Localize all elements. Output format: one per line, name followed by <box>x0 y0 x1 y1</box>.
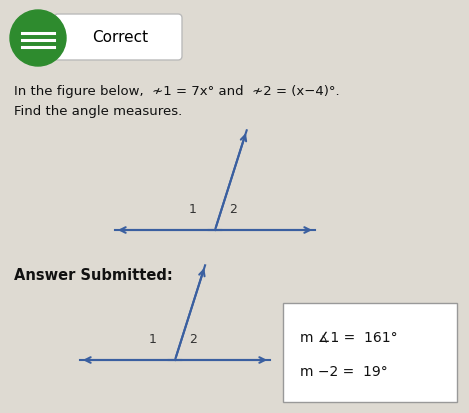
Text: 1: 1 <box>189 203 197 216</box>
Text: Answer Submitted:: Answer Submitted: <box>14 268 173 283</box>
Text: 1: 1 <box>149 333 157 346</box>
Text: Find the angle measures.: Find the angle measures. <box>14 105 182 118</box>
Text: 2: 2 <box>229 203 237 216</box>
FancyBboxPatch shape <box>283 303 457 402</box>
Text: In the figure below,  ≁1 = 7x° and  ≁2 = (x−4)°.: In the figure below, ≁1 = 7x° and ≁2 = (… <box>14 85 340 98</box>
Circle shape <box>10 10 66 66</box>
Text: 2: 2 <box>189 333 197 346</box>
Text: m −2 =  19°: m −2 = 19° <box>300 365 388 379</box>
Text: m ∡1 =  161°: m ∡1 = 161° <box>300 330 398 344</box>
FancyBboxPatch shape <box>54 14 182 60</box>
Text: Correct: Correct <box>92 29 148 45</box>
